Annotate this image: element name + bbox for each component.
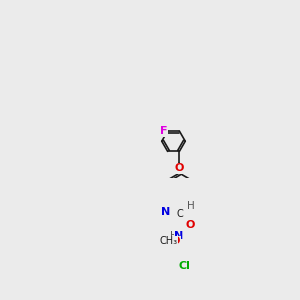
- Text: F: F: [160, 126, 168, 136]
- Text: Cl: Cl: [178, 261, 190, 271]
- Text: H: H: [187, 201, 194, 211]
- Text: CH₃: CH₃: [159, 236, 178, 247]
- Text: N: N: [174, 231, 183, 241]
- Text: O: O: [171, 236, 180, 247]
- Text: H: H: [170, 231, 178, 241]
- Text: N: N: [161, 207, 170, 217]
- Text: O: O: [186, 220, 195, 230]
- Text: C: C: [177, 209, 183, 219]
- Text: O: O: [175, 164, 184, 173]
